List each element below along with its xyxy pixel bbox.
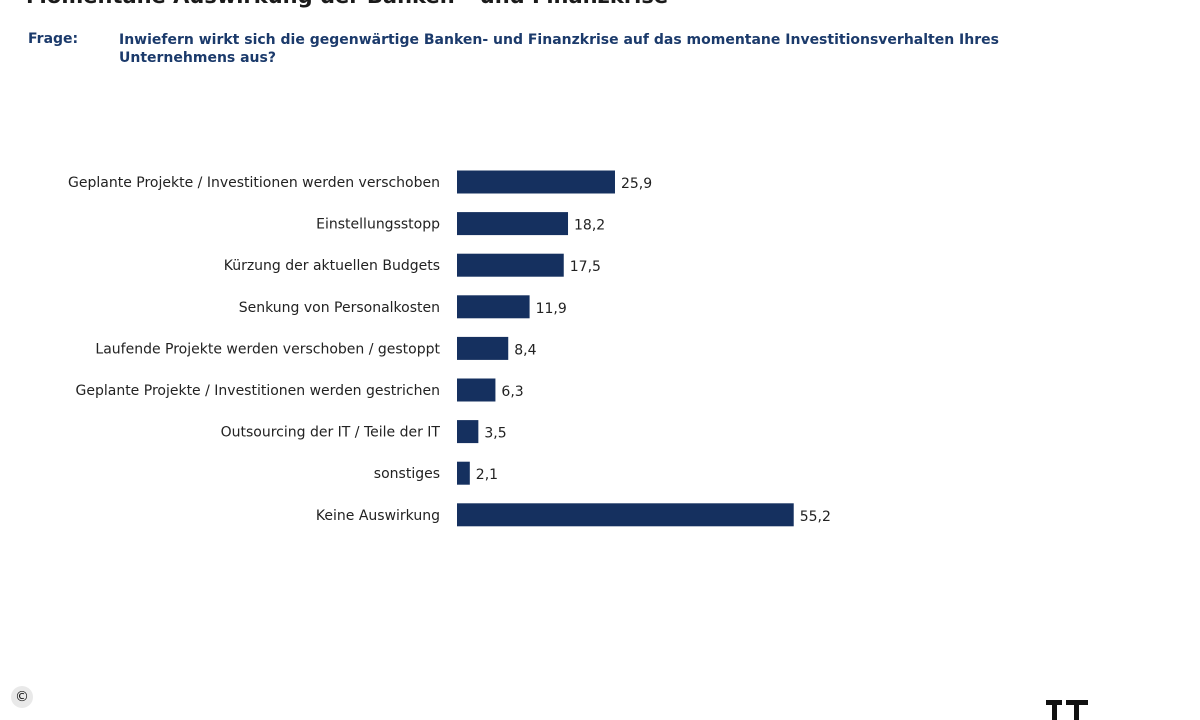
publisher-logo-icon	[1046, 700, 1088, 720]
value-label: 25,9	[621, 176, 652, 192]
bar	[457, 503, 794, 527]
category-label: sonstiges	[374, 466, 440, 482]
value-label: 3,5	[484, 426, 506, 442]
category-label: Kürzung der aktuellen Budgets	[224, 258, 440, 274]
bar	[457, 378, 496, 402]
category-label: Keine Auswirkung	[316, 508, 440, 524]
bar	[457, 336, 509, 360]
value-label: 18,2	[574, 218, 605, 234]
value-label: 11,9	[536, 301, 567, 317]
category-label: Geplante Projekte / Investitionen werden…	[76, 383, 441, 399]
bar	[457, 212, 569, 236]
value-label: 6,3	[501, 384, 523, 400]
category-label: Geplante Projekte / Investitionen werden…	[68, 175, 440, 191]
question-text: Inwiefern wirkt sich die gegenwärtige Ba…	[119, 32, 999, 66]
value-label: 17,5	[570, 259, 601, 275]
bar	[457, 420, 479, 444]
copyright-icon: ©	[11, 686, 33, 708]
value-label: 55,2	[800, 509, 831, 525]
category-label: Outsourcing der IT / Teile der IT	[221, 425, 441, 441]
bar	[457, 253, 564, 277]
value-label: 2,1	[476, 467, 498, 483]
category-label: Laufende Projekte werden verschoben / ge…	[95, 341, 440, 357]
bar	[457, 461, 470, 485]
bar	[457, 295, 530, 319]
category-label: Einstellungsstopp	[316, 217, 440, 233]
bar	[457, 170, 615, 194]
value-label: 8,4	[514, 342, 536, 358]
category-label: Senkung von Personalkosten	[239, 300, 440, 316]
question-label: Frage:	[28, 31, 79, 47]
chart-title: Momentane Auswirkung der Banken – und Fi…	[26, 0, 668, 8]
